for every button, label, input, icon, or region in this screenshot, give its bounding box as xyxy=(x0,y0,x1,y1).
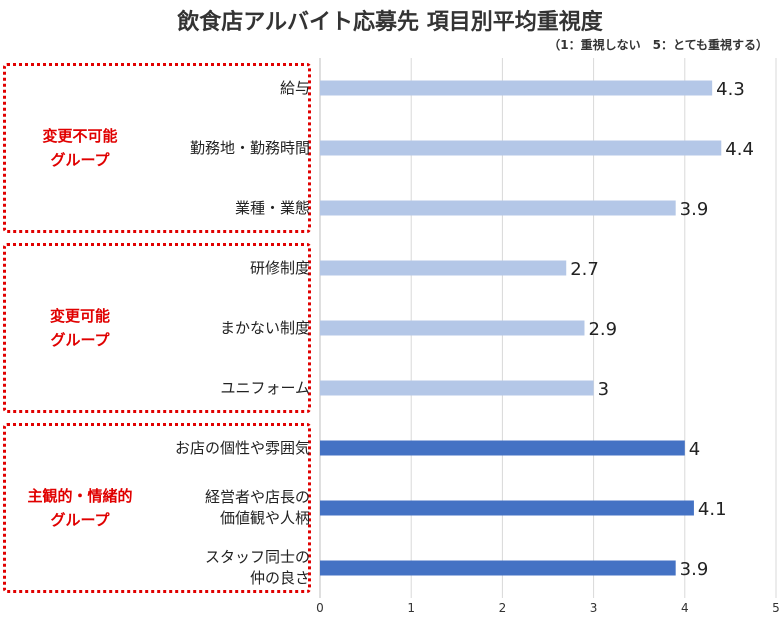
data-label: 4.3 xyxy=(716,79,745,100)
group-box xyxy=(3,63,311,233)
x-tick-label: 3 xyxy=(590,601,598,615)
category-label: ユニフォーム xyxy=(220,378,310,397)
data-label: 3 xyxy=(598,379,609,400)
bar xyxy=(320,380,594,396)
category-label: 給与 xyxy=(279,78,310,97)
category-label: まかない制度 xyxy=(219,318,310,337)
bar xyxy=(320,560,676,576)
x-tick-label: 1 xyxy=(407,601,415,615)
category-label: 経営者や店長の 価値観や人柄 xyxy=(204,488,310,527)
data-label: 3.9 xyxy=(680,559,709,580)
group-label: 変更不可能 グループ xyxy=(42,127,118,169)
x-tick-label: 2 xyxy=(499,601,507,615)
category-label: 勤務地・勤務時間 xyxy=(189,138,310,157)
category-label: お店の個性や雰囲気 xyxy=(174,438,310,457)
x-tick-label: 5 xyxy=(772,601,780,615)
data-label: 4 xyxy=(689,439,700,460)
category-label: 業種・業態 xyxy=(234,198,310,217)
x-tick-label: 4 xyxy=(681,601,689,615)
data-label: 4.1 xyxy=(698,499,727,520)
group-box xyxy=(3,243,311,413)
chart-title: 飲食店アルバイト応募先 項目別平均重視度 xyxy=(177,10,603,35)
data-label: 3.9 xyxy=(680,199,709,220)
data-label: 2.7 xyxy=(570,259,599,280)
bar xyxy=(320,320,585,336)
bar xyxy=(320,260,567,276)
data-label: 2.9 xyxy=(588,319,617,340)
group-label: 変更可能 グループ xyxy=(49,307,110,349)
data-label: 4.4 xyxy=(725,139,754,160)
category-label: スタッフ同士の 仲の良さ xyxy=(204,548,310,587)
x-tick-label: 0 xyxy=(316,601,324,615)
bar xyxy=(320,80,713,96)
bar xyxy=(320,200,676,216)
chart-subtitle: （1：重視しない 5：とても重視する） xyxy=(548,38,768,52)
group-label: 主観的・情緒的 グループ xyxy=(27,487,133,529)
group-box xyxy=(3,423,311,593)
bar xyxy=(320,440,685,456)
bar xyxy=(320,140,722,156)
category-label: 研修制度 xyxy=(249,258,310,277)
bar xyxy=(320,500,694,516)
